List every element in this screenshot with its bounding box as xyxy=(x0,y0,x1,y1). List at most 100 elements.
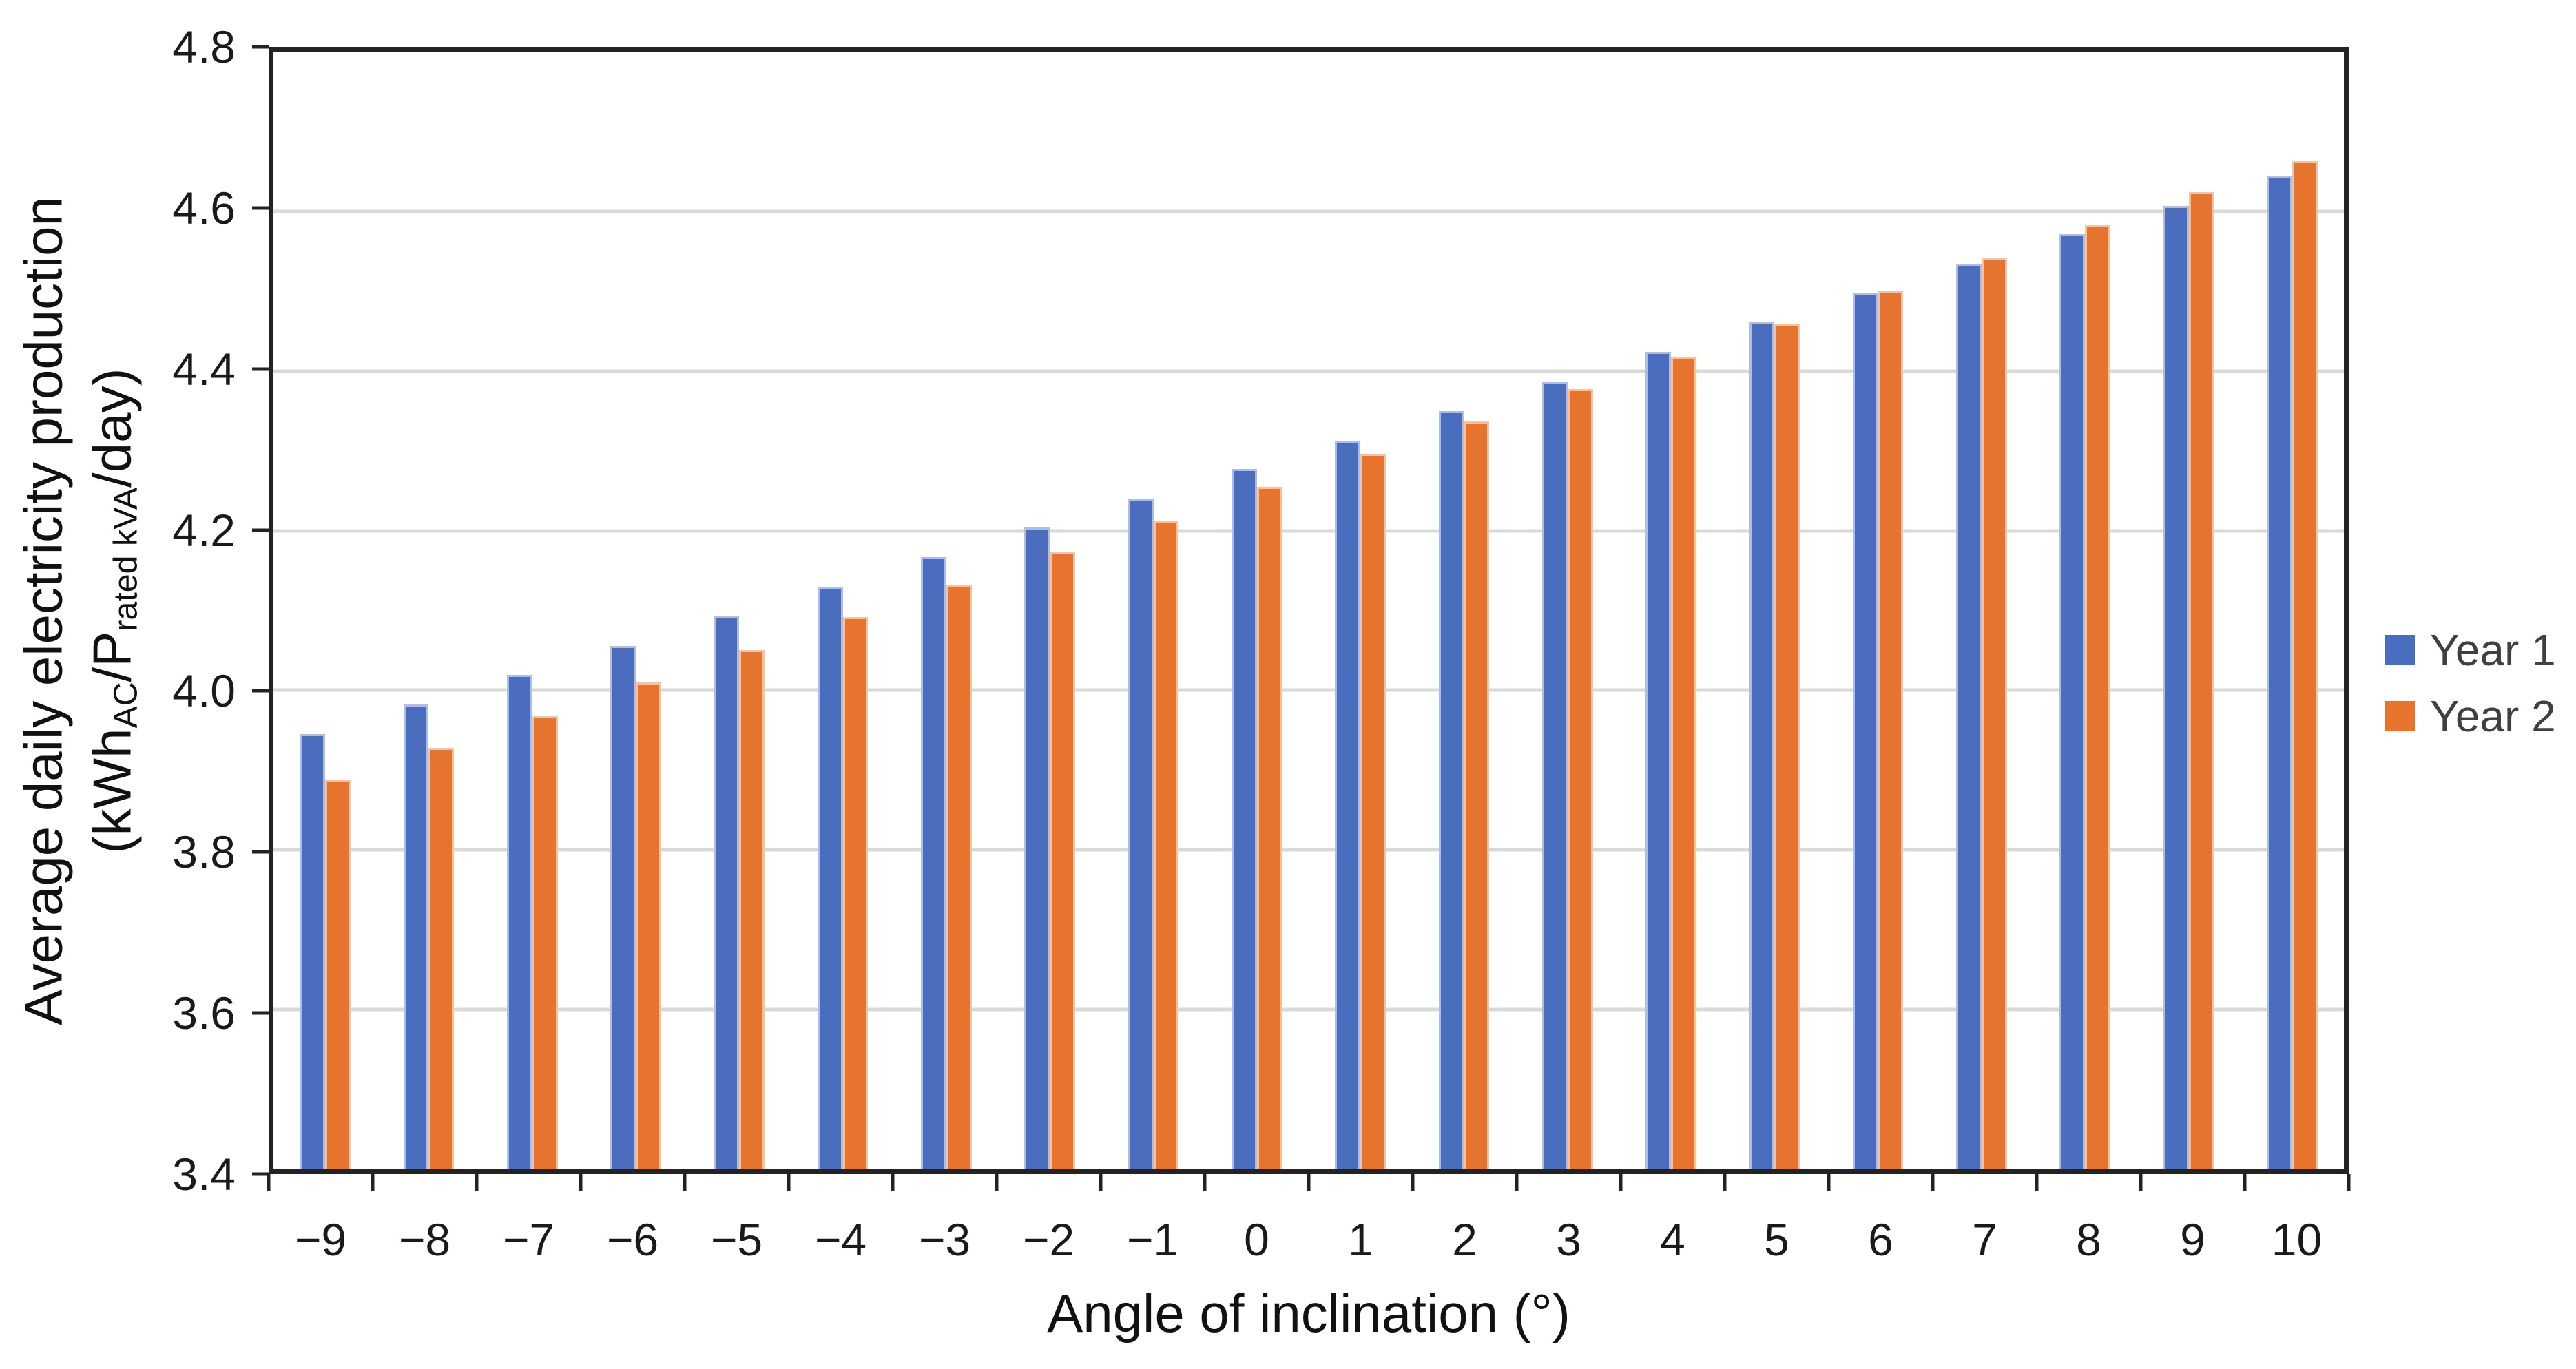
y-tick-mark xyxy=(252,206,269,210)
y-tick-label: 4.4 xyxy=(172,343,236,395)
y-tick-label: 4.6 xyxy=(172,182,236,233)
bar-year-2-−4 xyxy=(842,616,869,1169)
x-tick-label: 0 xyxy=(1244,1214,1269,1265)
bar-group-5 xyxy=(1723,52,1826,1169)
legend-swatch-icon xyxy=(2385,701,2415,731)
x-tick-mark xyxy=(2035,1174,2039,1191)
y-tick-mark xyxy=(252,528,269,532)
bar-year-1-−5 xyxy=(714,616,740,1169)
bar-year-1-3 xyxy=(1541,381,1568,1169)
bar-group-9 xyxy=(2137,52,2240,1169)
bar-year-1-4 xyxy=(1645,351,1672,1169)
y-tick-label: 3.4 xyxy=(172,1149,236,1200)
bar-year-1-6 xyxy=(1852,293,1878,1169)
y-tick-mark xyxy=(252,367,269,371)
y-tick-label: 3.8 xyxy=(172,826,236,878)
x-tick-label: −2 xyxy=(1022,1214,1075,1265)
bar-group-10 xyxy=(2241,52,2344,1169)
bar-year-2-10 xyxy=(2292,160,2318,1169)
bar-year-2-−3 xyxy=(946,585,972,1169)
bar-year-2-5 xyxy=(1774,324,1800,1169)
bar-group-−2 xyxy=(998,52,1101,1169)
x-tick-mark xyxy=(1411,1174,1415,1191)
x-tick-mark xyxy=(995,1174,999,1191)
y-tick-mark xyxy=(252,1011,269,1015)
bar-year-1-−2 xyxy=(1024,527,1050,1169)
bar-group-7 xyxy=(1930,52,2033,1169)
gridline xyxy=(273,369,2344,373)
bar-year-1-0 xyxy=(1232,469,1257,1169)
legend-label: Year 1 xyxy=(2430,625,2556,675)
bar-year-2-−9 xyxy=(325,780,351,1169)
bar-year-1-−3 xyxy=(921,556,946,1169)
bar-group-6 xyxy=(1827,52,1930,1169)
gridline xyxy=(273,688,2344,692)
bar-year-1-−4 xyxy=(817,586,843,1169)
bar-group-−4 xyxy=(791,52,895,1169)
bar-year-1-7 xyxy=(1956,264,1982,1169)
x-tick-label: −7 xyxy=(502,1214,555,1265)
bar-year-2-−8 xyxy=(428,747,455,1169)
gridline xyxy=(273,529,2344,533)
bar-group-3 xyxy=(1516,52,1619,1169)
x-tick-mark xyxy=(683,1174,687,1191)
bar-year-2-9 xyxy=(2188,192,2214,1169)
bar-year-1-8 xyxy=(2059,234,2086,1169)
x-tick-mark xyxy=(475,1174,479,1191)
bar-group-−9 xyxy=(273,52,377,1169)
x-tick-label: 10 xyxy=(2271,1214,2323,1265)
y-axis-title-line1: Average daily electricity production xyxy=(12,196,74,1025)
x-tick-mark xyxy=(1619,1174,1623,1191)
x-tick-label: 7 xyxy=(1972,1214,1997,1265)
bar-year-1-−8 xyxy=(403,704,429,1169)
x-tick-mark xyxy=(1307,1174,1311,1191)
bar-year-1-−9 xyxy=(300,734,326,1169)
bar-group-1 xyxy=(1309,52,1412,1169)
x-tick-mark xyxy=(1203,1174,1207,1191)
gridline xyxy=(273,209,2344,213)
x-tick-label: −5 xyxy=(710,1214,763,1265)
bar-year-2-6 xyxy=(1878,291,1904,1169)
y-tick-mark xyxy=(252,850,269,854)
legend: Year 1 Year 2 xyxy=(2385,628,2556,760)
bar-year-2-−5 xyxy=(739,650,765,1169)
x-tick-label: 9 xyxy=(2180,1214,2205,1265)
bar-year-2-4 xyxy=(1671,356,1696,1169)
x-tick-mark xyxy=(1931,1174,1935,1191)
bar-year-2-−1 xyxy=(1153,520,1179,1169)
bar-year-1-−1 xyxy=(1128,499,1154,1169)
x-tick-label: −4 xyxy=(814,1214,867,1265)
plot-inner xyxy=(273,52,2344,1169)
x-tick-mark xyxy=(2243,1174,2247,1191)
bar-group-2 xyxy=(1412,52,1515,1169)
x-tick-label: 8 xyxy=(2076,1214,2101,1265)
bar-year-1-9 xyxy=(2163,205,2189,1169)
y-tick-label: 4.2 xyxy=(172,504,236,556)
bar-group-4 xyxy=(1619,52,1723,1169)
plot-area xyxy=(269,47,2349,1174)
x-tick-label: 3 xyxy=(1556,1214,1581,1265)
y-tick-label: 3.6 xyxy=(172,987,236,1039)
x-tick-mark xyxy=(1099,1174,1103,1191)
bar-group-−7 xyxy=(481,52,584,1169)
bar-year-2-−2 xyxy=(1050,552,1076,1169)
bar-group-0 xyxy=(1205,52,1309,1169)
y-tick-label: 4.0 xyxy=(172,665,236,717)
bar-year-2-2 xyxy=(1464,421,1490,1169)
bar-year-1-−7 xyxy=(506,675,532,1169)
bar-group-−5 xyxy=(687,52,791,1169)
bar-group-−8 xyxy=(377,52,480,1169)
x-tick-label: −3 xyxy=(918,1214,971,1265)
bar-group-−1 xyxy=(1101,52,1205,1169)
x-tick-label: 2 xyxy=(1452,1214,1477,1265)
x-tick-mark xyxy=(787,1174,791,1191)
x-tick-mark xyxy=(1515,1174,1519,1191)
x-tick-mark xyxy=(371,1174,375,1191)
x-tick-mark xyxy=(891,1174,895,1191)
x-tick-label: −8 xyxy=(398,1214,451,1265)
bar-year-2-1 xyxy=(1360,454,1386,1169)
bar-year-1-−6 xyxy=(610,645,636,1169)
x-axis-title: Angle of inclination (°) xyxy=(1047,1283,1570,1344)
y-tick-mark xyxy=(252,1172,269,1176)
